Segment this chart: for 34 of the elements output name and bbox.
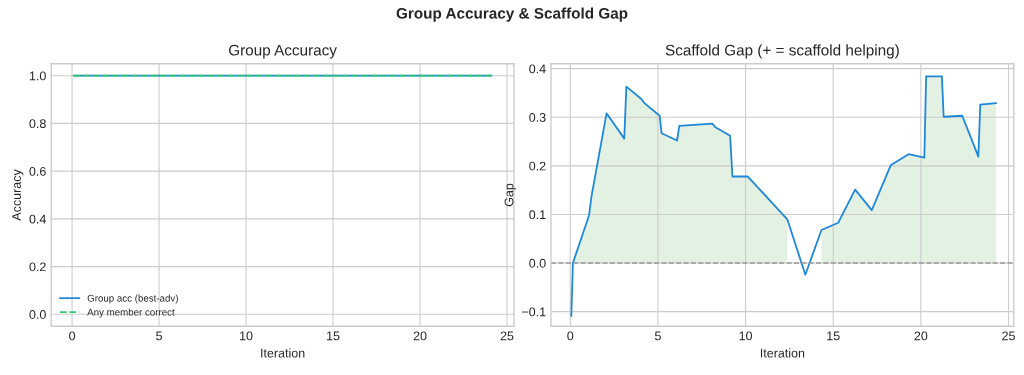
line-series bbox=[570, 75, 997, 317]
y-tick-label: 0.4 bbox=[529, 64, 546, 74]
x-axis-title: Iteration bbox=[760, 348, 805, 358]
y-tick-label: 0.2 bbox=[529, 161, 546, 171]
y-axis-title: Gap bbox=[504, 183, 516, 207]
x-tick-label: 5 bbox=[156, 331, 163, 341]
y-tick-label: 0.8 bbox=[29, 119, 46, 129]
x-tick-label: 15 bbox=[827, 331, 840, 341]
x-tick-label: 25 bbox=[1002, 331, 1015, 341]
y-tick-label: 0.0 bbox=[29, 310, 46, 319]
text: Group Accuracy & Scaffold Gap bbox=[396, 7, 628, 22]
y-tick-label: 0.3 bbox=[529, 113, 546, 122]
y-tick-label: 0.4 bbox=[29, 214, 46, 224]
x-axis-title: Iteration bbox=[261, 348, 305, 358]
x-tick-label: 5 bbox=[654, 331, 661, 341]
y-tick-label: 0.6 bbox=[29, 166, 46, 176]
x-tick-label: 10 bbox=[240, 331, 253, 341]
y-axis-title: Accuracy bbox=[12, 169, 24, 221]
x-tick-label: 25 bbox=[500, 331, 514, 341]
y-tick-label: −0.1 bbox=[522, 307, 546, 317]
y-tick-label: 0.2 bbox=[29, 262, 46, 272]
x-tick-label: 20 bbox=[413, 331, 427, 341]
y-tick-label: 0.1 bbox=[529, 210, 546, 220]
x-tick-label: 20 bbox=[914, 331, 928, 341]
y-tick-label: 0.0 bbox=[529, 258, 546, 268]
x-tick-label: 0 bbox=[567, 331, 574, 341]
chart-title: Scaffold Gap (+ = scaffold helping) bbox=[665, 44, 899, 59]
x-tick-label: 10 bbox=[739, 331, 753, 341]
x-tick-label: 0 bbox=[69, 331, 76, 341]
legend-label: Group acc (best-adv) bbox=[87, 294, 178, 304]
y-tick-label: 1.0 bbox=[29, 71, 46, 81]
chart-title: Group Accuracy bbox=[229, 44, 337, 59]
x-tick-label: 15 bbox=[327, 331, 340, 341]
legend-label: Any member correct bbox=[87, 308, 175, 318]
